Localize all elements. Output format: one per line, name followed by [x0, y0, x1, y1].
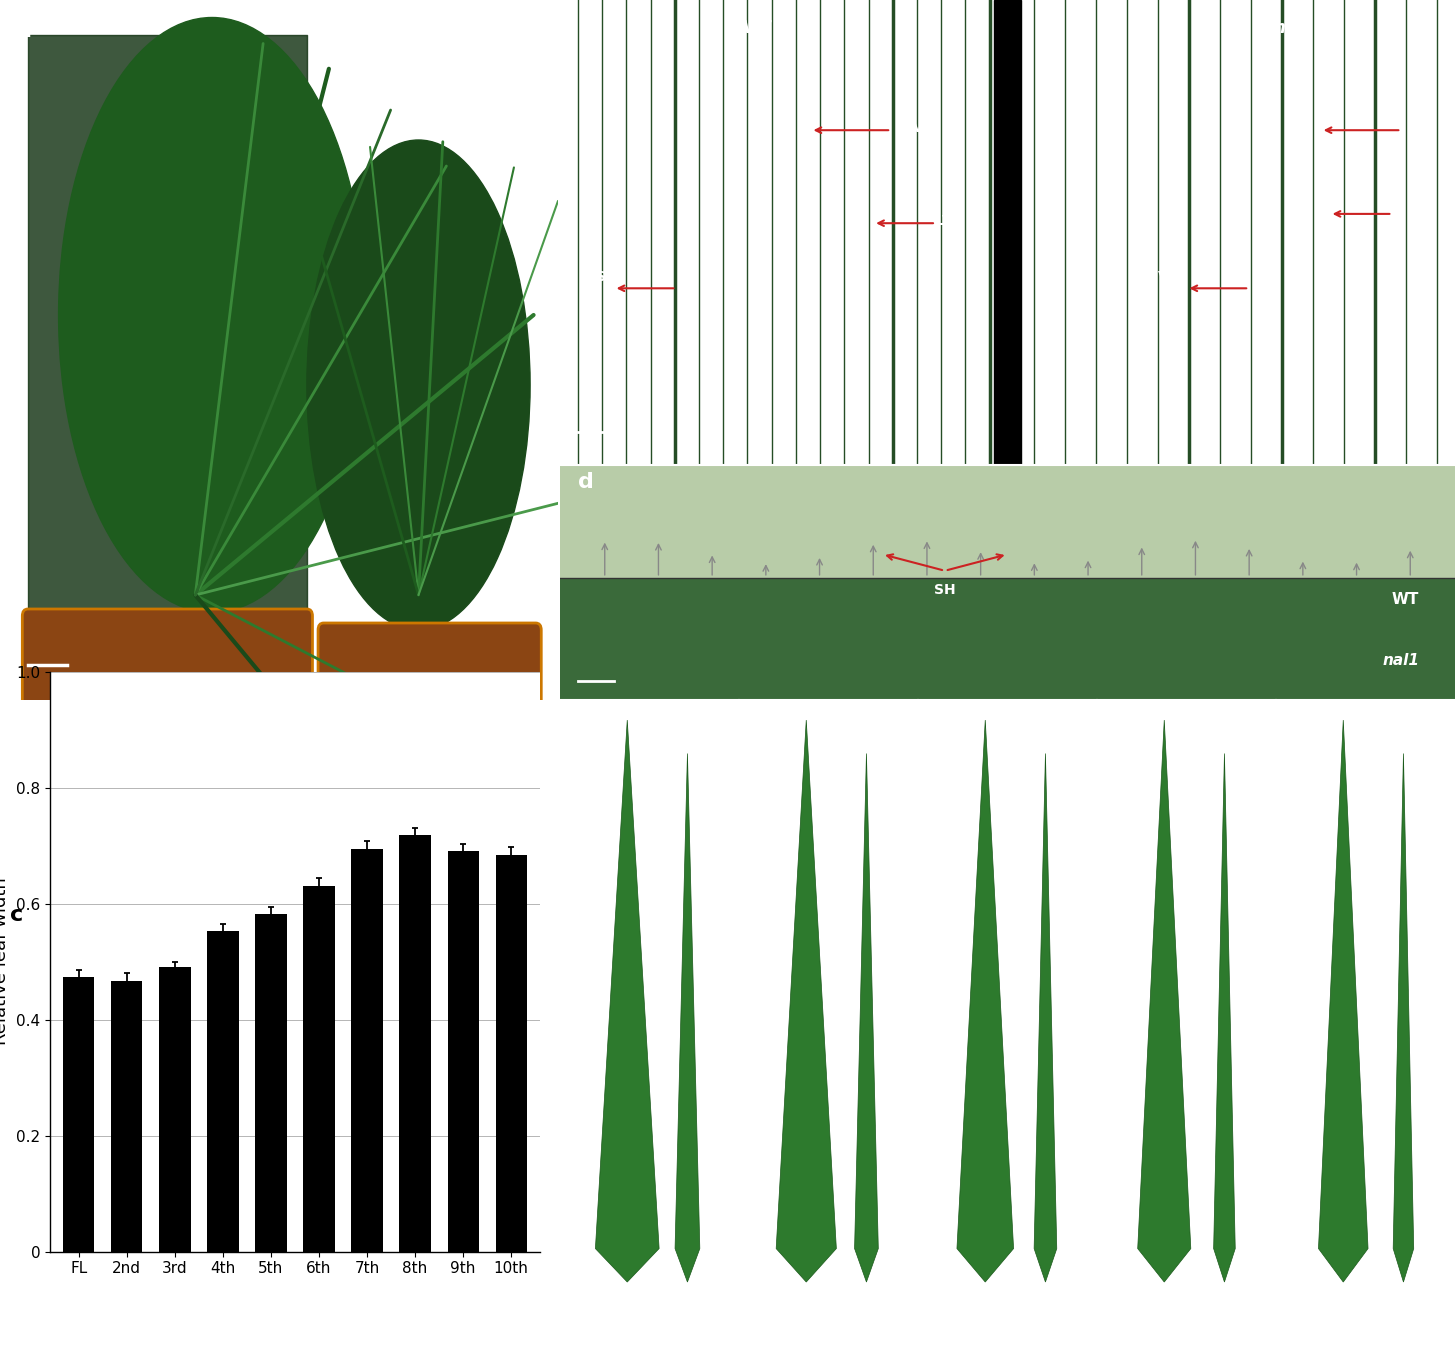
Polygon shape: [854, 753, 879, 1281]
Text: FL: FL: [637, 1317, 659, 1336]
Text: e: e: [569, 720, 583, 741]
Text: nal1: nal1: [1273, 19, 1314, 37]
Text: MV: MV: [901, 120, 924, 136]
Bar: [111, 980, 143, 1251]
Text: b: b: [578, 14, 594, 34]
Bar: [352, 849, 383, 1251]
Text: SV: SV: [1148, 270, 1168, 283]
Bar: [560, 578, 1455, 700]
Text: i: i: [1285, 720, 1292, 741]
Polygon shape: [957, 720, 1014, 1281]
Polygon shape: [675, 753, 700, 1281]
Text: g: g: [927, 720, 943, 741]
Bar: [560, 465, 1455, 578]
Bar: [400, 835, 431, 1251]
Polygon shape: [1318, 720, 1368, 1281]
FancyBboxPatch shape: [319, 623, 541, 706]
Text: nal1: nal1: [1382, 653, 1419, 668]
Polygon shape: [1138, 720, 1190, 1281]
Text: f: f: [748, 720, 758, 741]
Y-axis label: Relative leaf width: Relative leaf width: [0, 878, 10, 1046]
Bar: [207, 931, 239, 1251]
Bar: [496, 856, 527, 1251]
Text: WT: WT: [1392, 591, 1419, 606]
Text: SH: SH: [934, 582, 956, 597]
Ellipse shape: [58, 18, 365, 612]
Text: c: c: [10, 905, 23, 925]
Text: 5th: 5th: [1349, 1317, 1381, 1336]
Text: MV: MV: [1288, 204, 1312, 219]
Text: WT: WT: [742, 19, 771, 37]
FancyBboxPatch shape: [22, 609, 313, 706]
Text: 3rd: 3rd: [991, 1317, 1023, 1336]
Polygon shape: [1394, 753, 1414, 1281]
Text: d: d: [578, 472, 594, 491]
Text: 4th: 4th: [1170, 1317, 1202, 1336]
Polygon shape: [595, 720, 659, 1281]
Text: LV: LV: [936, 214, 953, 227]
Bar: [159, 968, 191, 1251]
Polygon shape: [1213, 753, 1235, 1281]
Text: h: h: [1106, 720, 1122, 741]
Polygon shape: [1035, 753, 1056, 1281]
Text: 2nd: 2nd: [810, 1317, 845, 1336]
Text: SV: SV: [595, 270, 617, 283]
Bar: [994, 0, 1021, 465]
Ellipse shape: [307, 140, 530, 630]
Bar: [448, 852, 479, 1251]
Text: LV: LV: [1293, 204, 1312, 219]
Bar: [63, 977, 95, 1251]
Text: MV: MV: [1288, 120, 1312, 136]
Bar: [304, 886, 335, 1251]
Bar: [256, 914, 287, 1251]
Polygon shape: [776, 720, 837, 1281]
Text: a: a: [17, 21, 32, 41]
